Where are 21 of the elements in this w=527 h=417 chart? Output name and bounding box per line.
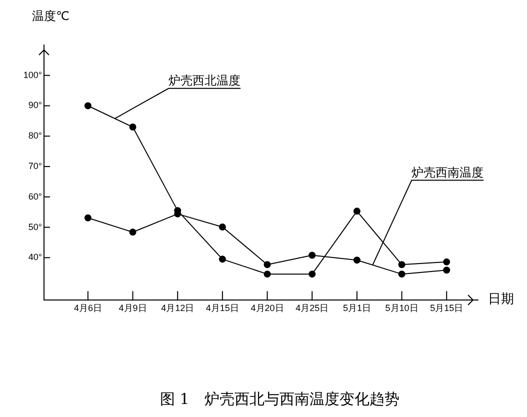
y-tick-label: 100°: [23, 70, 42, 80]
y-tick-label: 70°: [28, 161, 42, 172]
x-tick-label: 5月10日: [385, 303, 418, 314]
y-tick-label: 90°: [28, 100, 42, 110]
x-tick-label: 5月15日: [430, 303, 464, 314]
y-tick-label: 60°: [28, 191, 42, 202]
text: 图 1 炉壳西北与西南温度变化趋势: [160, 390, 400, 409]
x-tick-label: 4月15日: [206, 303, 239, 314]
text: 炉壳西南温度: [412, 165, 484, 180]
y-tick-label: 80°: [28, 130, 42, 141]
x-tick-label: 4月25日: [296, 303, 329, 314]
x-tick-label: 4月20日: [250, 303, 284, 314]
x-tick-label: 4月6日: [74, 303, 102, 314]
x-tick-label: 5月1日: [342, 303, 371, 314]
y-axis-title: 温度℃: [32, 8, 70, 25]
x-tick-label: 4月12日: [161, 303, 194, 314]
x-axis-title: 日期: [488, 291, 514, 308]
y-tick-label: 40°: [28, 252, 42, 262]
x-tick-label: 4月9日: [118, 303, 147, 314]
y-tick-label: 50°: [28, 222, 42, 232]
text: 炉壳西北温度: [168, 74, 241, 88]
